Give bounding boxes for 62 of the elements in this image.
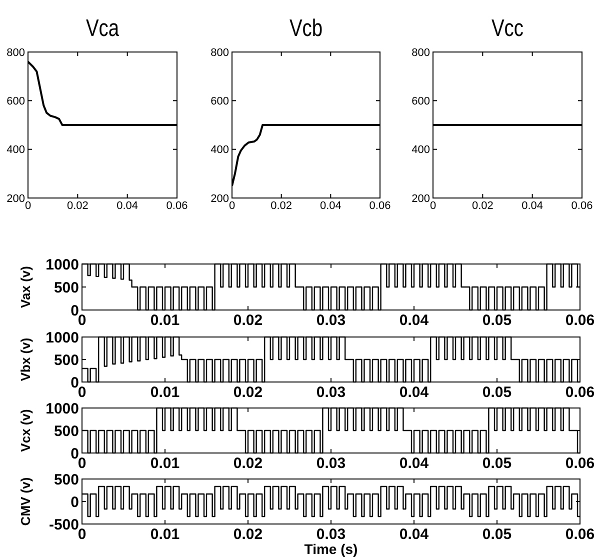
x-tick-label: 0.06: [571, 200, 593, 212]
x-tick-label: 0.06: [565, 526, 595, 543]
y-axis-title: CMV (v): [18, 477, 33, 526]
y-tick-label: 1000: [46, 256, 79, 274]
x-tick-label: 0.03: [316, 312, 346, 329]
x-tick-label: 0.06: [565, 455, 595, 472]
x-tick-label: 0.02: [233, 526, 263, 543]
x-tick-label: 0.01: [150, 526, 180, 543]
y-tick-label: 0: [70, 494, 79, 511]
y-tick-label: 400: [6, 144, 25, 156]
x-tick-label: 0.04: [116, 200, 138, 212]
chart-title: Vca: [86, 14, 120, 42]
x-tick-label: 0.06: [565, 312, 595, 329]
x-tick-label: 0.06: [166, 200, 188, 212]
x-tick-label: 0.06: [565, 384, 595, 401]
x-tick-label: 0.01: [150, 455, 180, 472]
x-tick-label: 0.03: [316, 455, 346, 472]
y-tick-label: 600: [412, 96, 430, 108]
y-axis-title: Vbx (v): [18, 338, 33, 382]
x-tick-label: 0.05: [482, 312, 512, 329]
y-tick-label: 200: [210, 192, 229, 205]
y-tick-label: 400: [210, 144, 229, 156]
y-tick-label: 500: [54, 279, 79, 296]
y-tick-label: 800: [6, 46, 25, 59]
y-tick-label: -500: [48, 516, 79, 534]
x-tick-label: 0.05: [482, 384, 512, 401]
y-tick-label: 500: [54, 471, 79, 488]
x-tick-label: 0.02: [66, 200, 88, 212]
x-tick-label: 0.02: [233, 455, 263, 472]
x-tick-label: 0.06: [369, 200, 391, 212]
x-tick-label: 0.03: [316, 526, 346, 543]
chart-title: Vcc: [492, 14, 524, 42]
x-tick-label: 0.02: [233, 312, 263, 329]
x-tick-label: 0.04: [399, 312, 430, 329]
chart-title: Vcb: [289, 14, 323, 42]
y-tick-label: 200: [412, 192, 430, 205]
x-tick-label: 0.01: [150, 384, 180, 401]
x-tick-label: 0.02: [270, 200, 292, 212]
x-tick-label: 0.04: [399, 384, 430, 401]
y-axis-title: Vcx (v): [18, 409, 33, 452]
x-tick-label: 0.04: [522, 200, 544, 212]
y-axis-title: Vax (v): [18, 266, 33, 308]
x-tick-label: 0.03: [316, 384, 346, 401]
y-tick-label: 200: [6, 192, 25, 205]
x-tick-label: 0.05: [482, 526, 512, 543]
x-tick-label: 0.01: [150, 312, 180, 329]
x-tick-label: 0.04: [399, 526, 430, 543]
y-tick-label: 1000: [46, 329, 79, 346]
y-tick-label: 1000: [46, 400, 79, 418]
x-tick-label: 0.02: [233, 384, 263, 401]
x-tick-label: 0.05: [482, 455, 512, 472]
x-axis-title: Time (s): [304, 541, 358, 557]
y-tick-label: 400: [412, 144, 430, 156]
x-tick-label: 0.04: [320, 200, 342, 212]
y-tick-label: 500: [54, 422, 79, 440]
x-tick-label: 0.04: [399, 455, 430, 472]
y-tick-label: 500: [54, 352, 79, 369]
y-tick-label: 800: [210, 46, 229, 59]
y-tick-label: 600: [6, 96, 25, 108]
y-tick-label: 600: [210, 96, 229, 108]
x-tick-label: 0.02: [472, 200, 494, 212]
y-tick-label: 800: [412, 46, 430, 59]
